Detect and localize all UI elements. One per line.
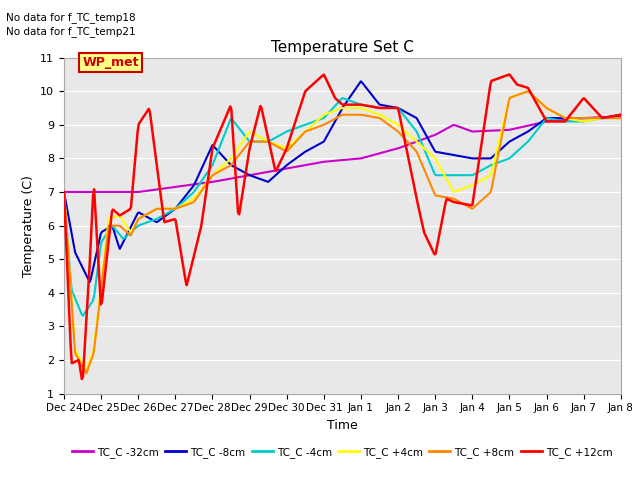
Text: No data for f_TC_temp18: No data for f_TC_temp18 [6,12,136,23]
Legend: TC_C -32cm, TC_C -8cm, TC_C -4cm, TC_C +4cm, TC_C +8cm, TC_C +12cm: TC_C -32cm, TC_C -8cm, TC_C -4cm, TC_C +… [68,443,616,462]
Y-axis label: Temperature (C): Temperature (C) [22,175,35,276]
Text: No data for f_TC_temp21: No data for f_TC_temp21 [6,26,136,37]
Title: Temperature Set C: Temperature Set C [271,40,414,55]
X-axis label: Time: Time [327,419,358,432]
Text: WP_met: WP_met [83,56,139,69]
